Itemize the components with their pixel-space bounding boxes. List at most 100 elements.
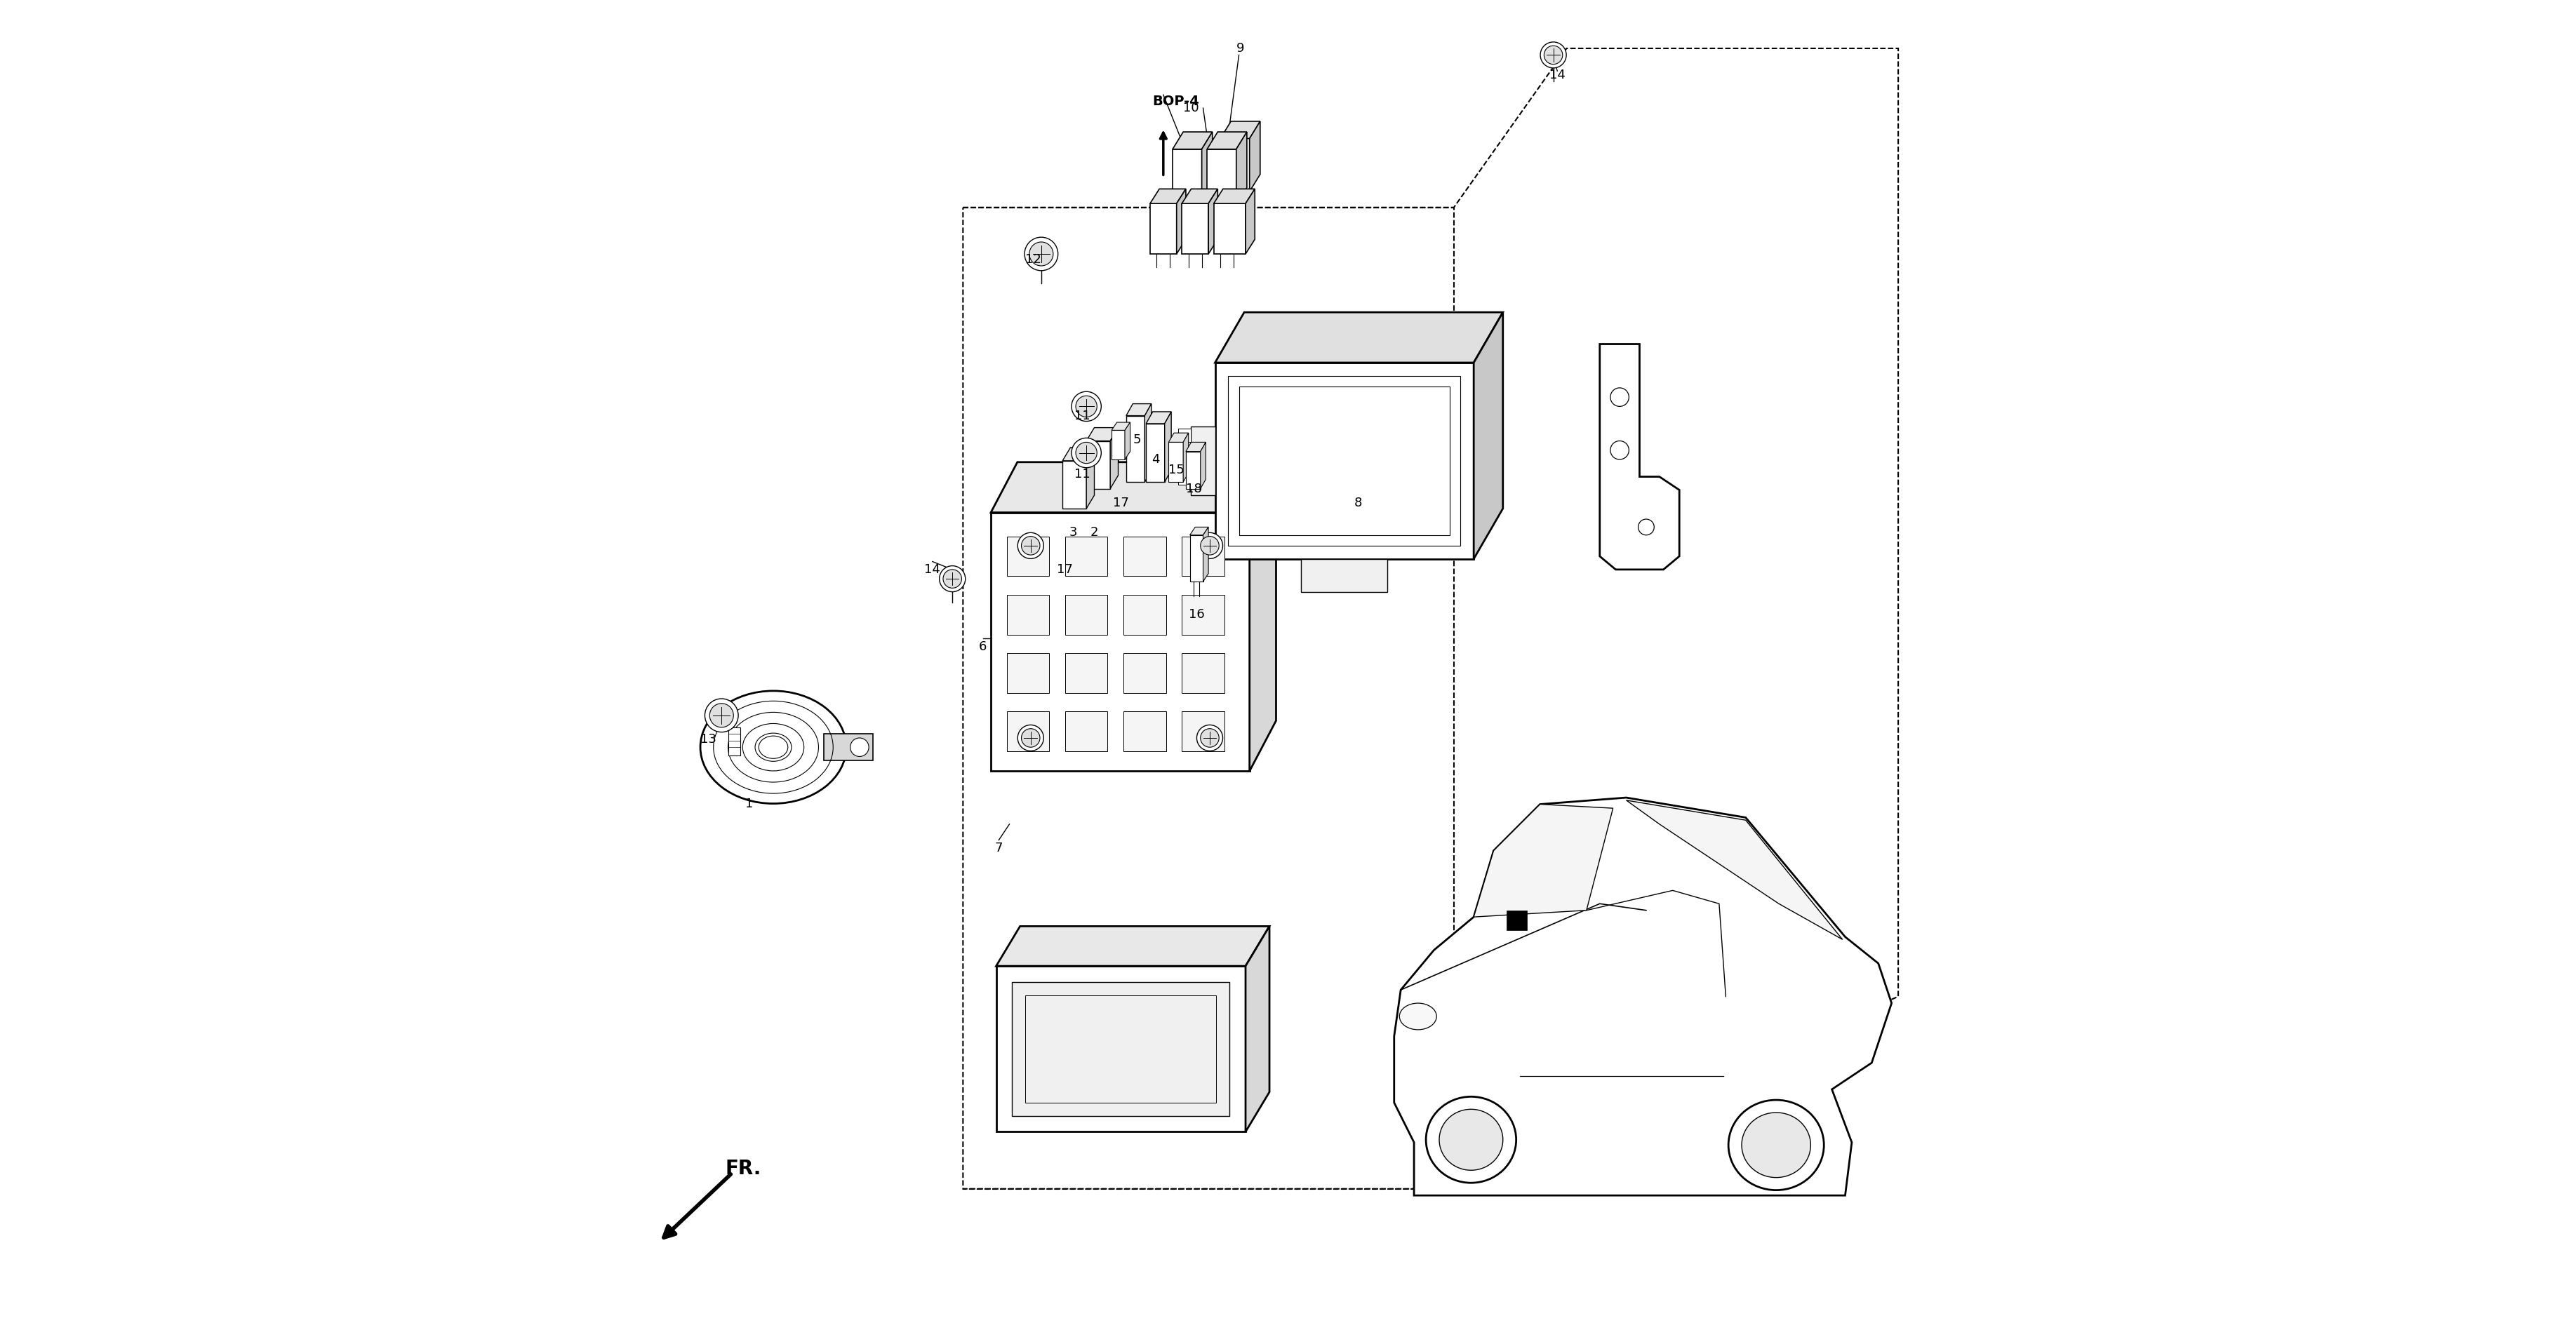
Text: 18: 18 xyxy=(1185,483,1203,495)
Circle shape xyxy=(1077,442,1097,463)
Polygon shape xyxy=(1064,712,1108,751)
Polygon shape xyxy=(1123,536,1167,576)
Circle shape xyxy=(1018,725,1043,751)
Polygon shape xyxy=(1182,536,1224,576)
Polygon shape xyxy=(1301,559,1388,592)
Text: BOP-4: BOP-4 xyxy=(1151,94,1200,108)
Polygon shape xyxy=(1216,363,1473,559)
Text: 15: 15 xyxy=(1170,464,1185,476)
Polygon shape xyxy=(1087,447,1095,508)
Polygon shape xyxy=(1213,189,1255,203)
Text: 8: 8 xyxy=(1355,497,1363,509)
Polygon shape xyxy=(1216,313,1502,363)
Circle shape xyxy=(1020,536,1041,555)
Polygon shape xyxy=(1200,442,1206,488)
Polygon shape xyxy=(1007,653,1048,693)
Circle shape xyxy=(1200,729,1218,747)
Polygon shape xyxy=(1087,440,1110,488)
Text: 3: 3 xyxy=(1069,527,1077,539)
Ellipse shape xyxy=(1399,1003,1437,1029)
Polygon shape xyxy=(1394,798,1891,1196)
Polygon shape xyxy=(1247,189,1255,254)
Text: 16: 16 xyxy=(1188,608,1206,621)
Polygon shape xyxy=(997,926,1270,966)
Text: 17: 17 xyxy=(1113,497,1128,509)
Polygon shape xyxy=(1182,712,1224,751)
Polygon shape xyxy=(1182,434,1188,481)
Circle shape xyxy=(1610,440,1628,459)
Polygon shape xyxy=(1007,536,1048,576)
Polygon shape xyxy=(1249,121,1260,192)
Polygon shape xyxy=(1172,132,1213,149)
Text: 6: 6 xyxy=(979,640,987,653)
Polygon shape xyxy=(1170,434,1188,442)
Circle shape xyxy=(940,565,966,592)
Polygon shape xyxy=(1164,412,1172,481)
Circle shape xyxy=(706,698,739,732)
Polygon shape xyxy=(1123,653,1167,693)
Circle shape xyxy=(1610,388,1628,407)
Text: 14: 14 xyxy=(1548,69,1566,81)
Polygon shape xyxy=(1007,595,1048,634)
Circle shape xyxy=(1198,532,1224,559)
Polygon shape xyxy=(1182,189,1218,203)
Text: 11: 11 xyxy=(1074,410,1090,422)
Circle shape xyxy=(1638,519,1654,535)
Circle shape xyxy=(1072,391,1100,422)
Text: 9: 9 xyxy=(1236,43,1244,55)
Circle shape xyxy=(1077,396,1097,418)
Polygon shape xyxy=(1203,132,1213,205)
Polygon shape xyxy=(1213,203,1247,254)
Polygon shape xyxy=(1144,404,1151,481)
Polygon shape xyxy=(1203,527,1208,581)
Circle shape xyxy=(1020,729,1041,747)
Polygon shape xyxy=(1177,428,1190,442)
Polygon shape xyxy=(1064,536,1108,576)
Ellipse shape xyxy=(1440,1109,1502,1170)
Text: FR.: FR. xyxy=(726,1158,762,1178)
Polygon shape xyxy=(1126,423,1131,459)
Circle shape xyxy=(1200,536,1218,555)
Polygon shape xyxy=(824,734,873,761)
Polygon shape xyxy=(1123,595,1167,634)
Text: 5: 5 xyxy=(1133,434,1141,446)
Circle shape xyxy=(1540,43,1566,68)
Polygon shape xyxy=(1208,149,1236,205)
Polygon shape xyxy=(1208,189,1218,254)
Ellipse shape xyxy=(760,735,788,758)
Polygon shape xyxy=(1177,471,1190,484)
Polygon shape xyxy=(1012,982,1229,1116)
Polygon shape xyxy=(1149,189,1185,203)
Text: 14: 14 xyxy=(925,563,940,576)
Polygon shape xyxy=(1221,138,1249,192)
Text: 1: 1 xyxy=(744,798,752,810)
Ellipse shape xyxy=(1427,1097,1517,1182)
Polygon shape xyxy=(1208,132,1247,149)
Polygon shape xyxy=(1061,460,1087,508)
Polygon shape xyxy=(1146,424,1164,481)
Polygon shape xyxy=(1182,203,1208,254)
Polygon shape xyxy=(1126,416,1144,481)
Circle shape xyxy=(1018,532,1043,559)
Polygon shape xyxy=(1185,451,1200,488)
Polygon shape xyxy=(1170,442,1182,481)
Polygon shape xyxy=(1146,412,1172,424)
Ellipse shape xyxy=(1728,1100,1824,1190)
Polygon shape xyxy=(1190,535,1203,581)
Polygon shape xyxy=(1190,427,1216,495)
Text: 4: 4 xyxy=(1151,454,1159,466)
Polygon shape xyxy=(992,512,1249,771)
Polygon shape xyxy=(1113,423,1131,431)
Polygon shape xyxy=(1177,450,1190,463)
Polygon shape xyxy=(729,728,739,755)
Text: 12: 12 xyxy=(1025,253,1041,266)
Circle shape xyxy=(1072,438,1100,468)
Circle shape xyxy=(1198,725,1224,751)
Text: 7: 7 xyxy=(994,842,1002,854)
Text: 13: 13 xyxy=(701,733,716,746)
Polygon shape xyxy=(1064,595,1108,634)
Polygon shape xyxy=(1113,431,1126,459)
Ellipse shape xyxy=(1741,1113,1811,1177)
Circle shape xyxy=(1543,45,1564,64)
Polygon shape xyxy=(1123,712,1167,751)
